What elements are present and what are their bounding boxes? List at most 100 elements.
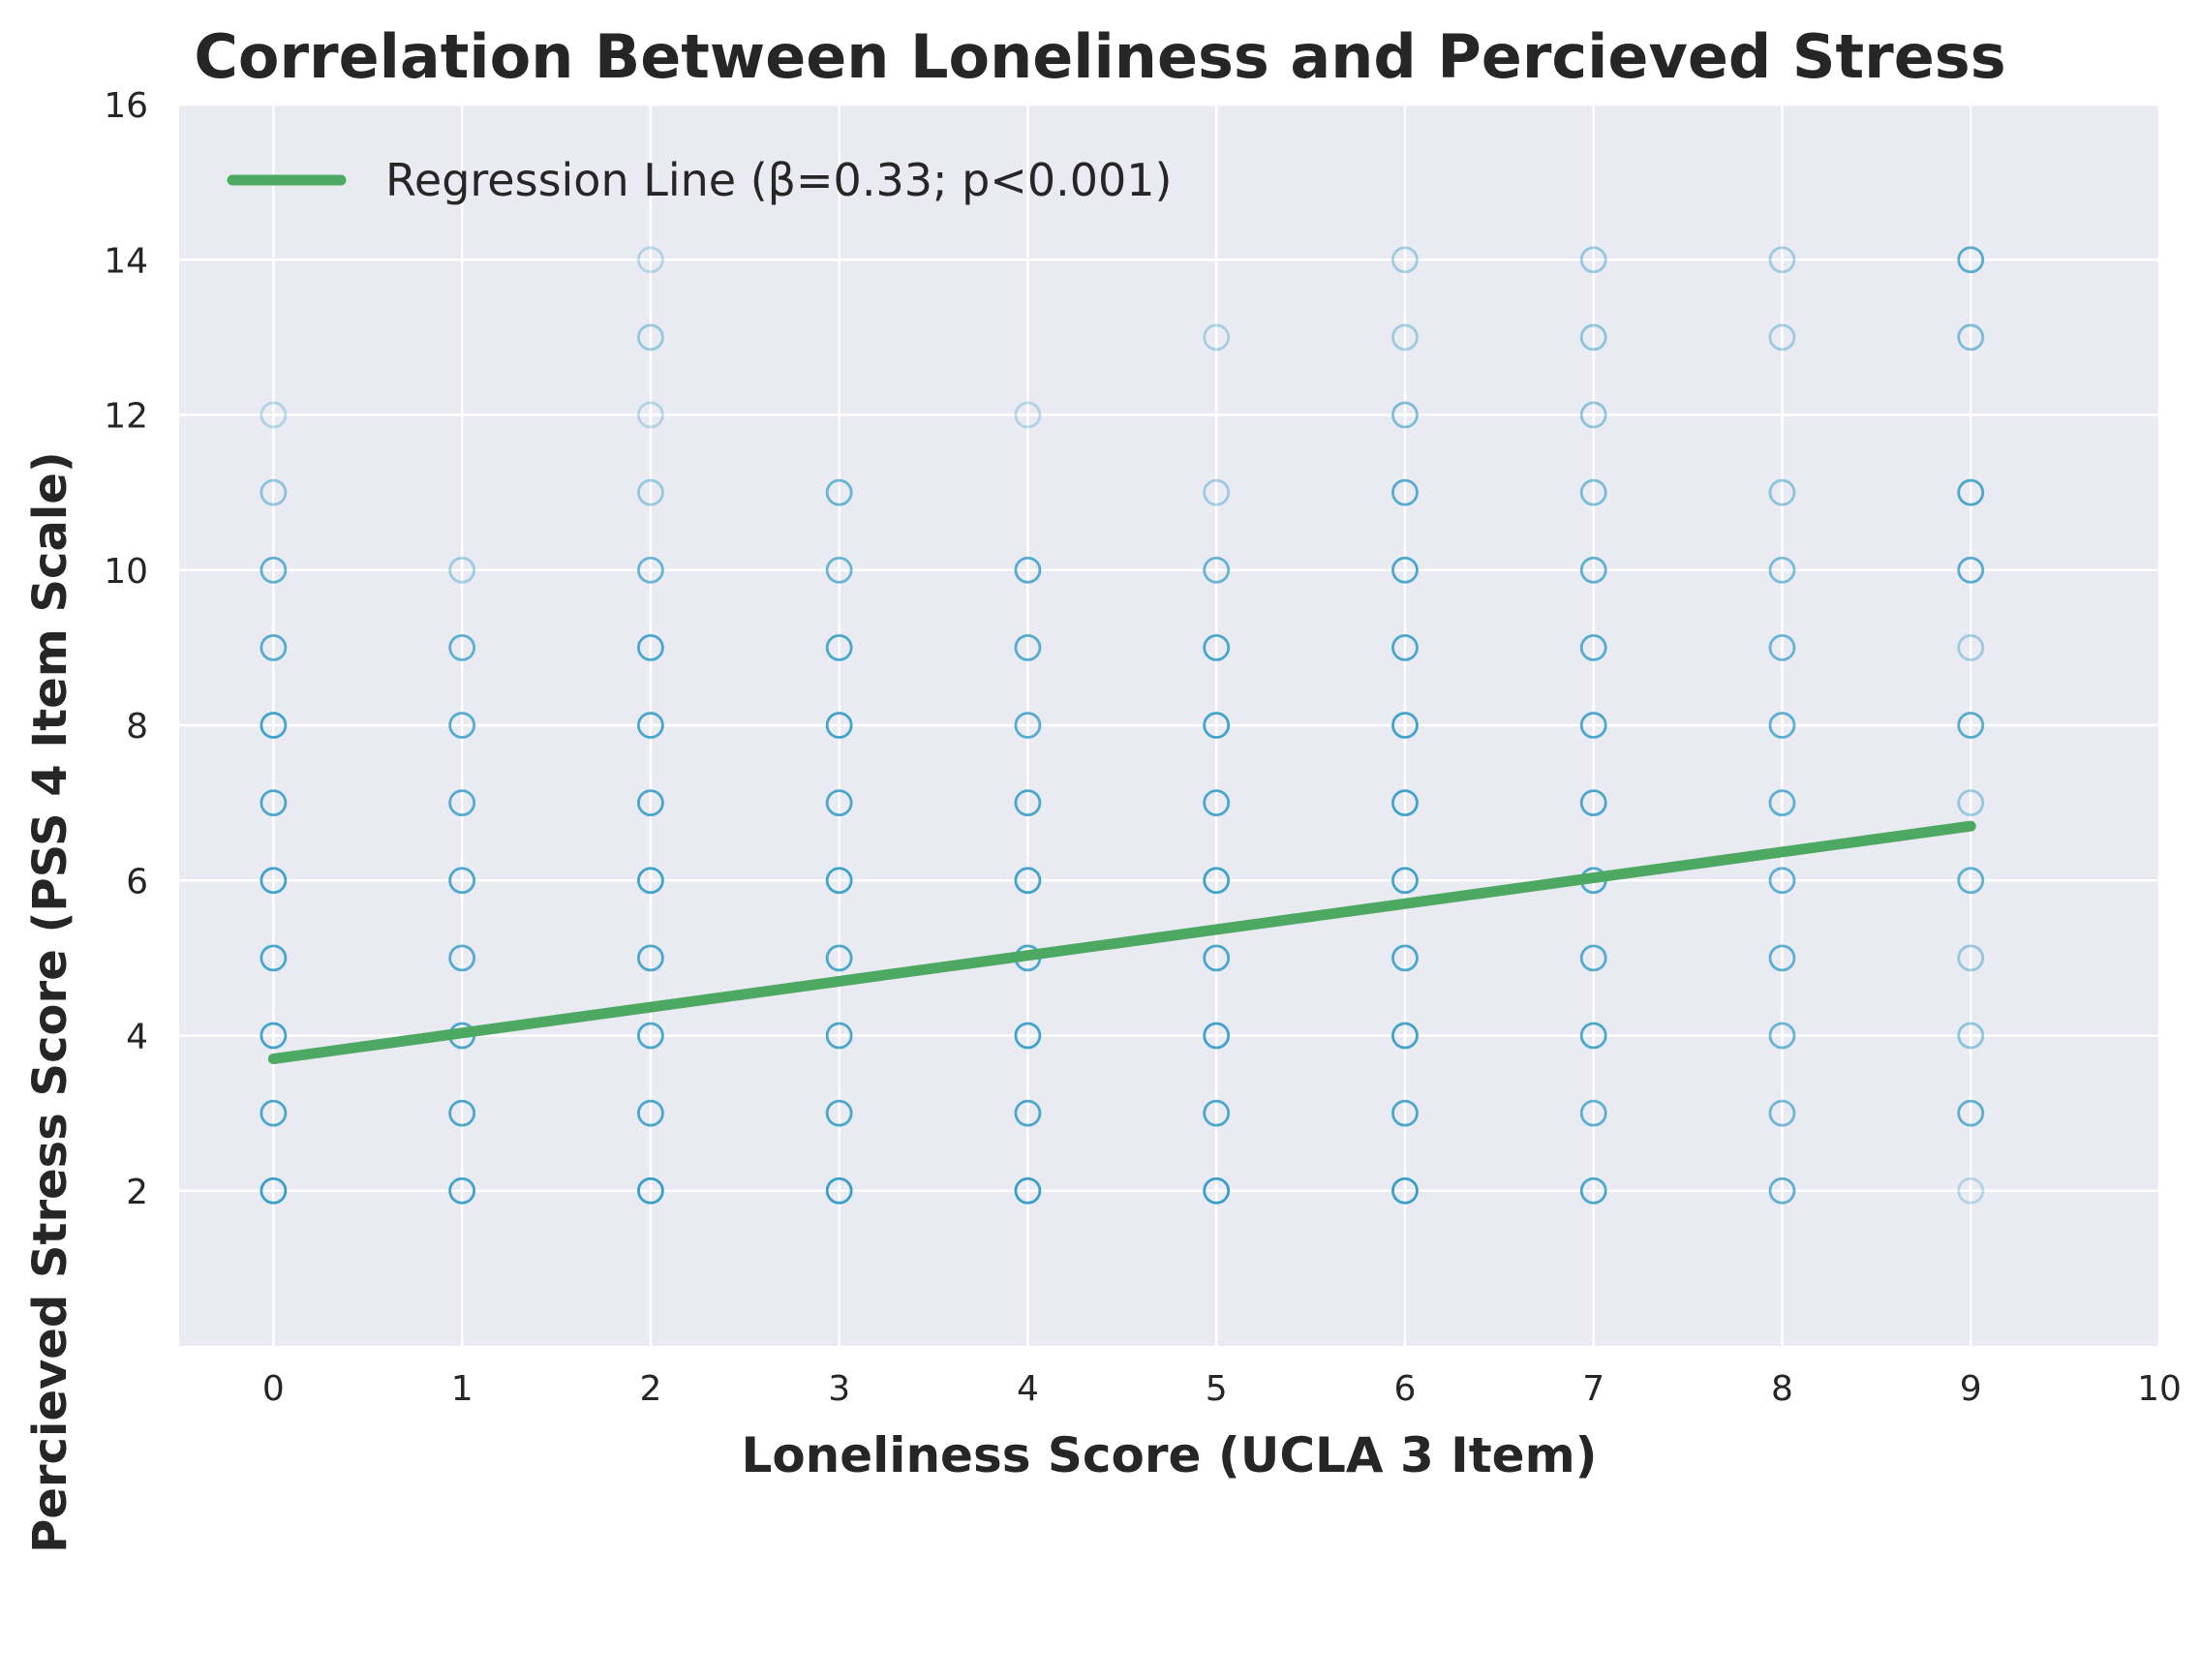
scatter-point xyxy=(637,633,664,661)
scatter-point xyxy=(1768,712,1796,739)
scatter-point xyxy=(1579,246,1607,274)
scatter-point xyxy=(1957,1022,1985,1050)
scatter-point xyxy=(260,944,288,972)
scatter-point xyxy=(448,944,476,972)
scatter-point xyxy=(1768,1022,1796,1050)
scatter-point xyxy=(1957,323,1985,351)
scatter-point xyxy=(825,712,853,739)
scatter-point xyxy=(1957,712,1985,739)
scatter-point xyxy=(260,401,288,429)
scatter-point xyxy=(1768,944,1796,972)
scatter-point xyxy=(1768,789,1796,817)
scatter-point xyxy=(1391,1022,1419,1050)
scatter-point xyxy=(1203,1099,1231,1127)
scatter-point xyxy=(1014,556,1042,584)
scatter-point xyxy=(448,1176,476,1205)
scatter-point xyxy=(1203,633,1231,661)
scatter-point xyxy=(1014,1099,1042,1127)
regression-layer xyxy=(267,820,1976,1065)
scatter-point xyxy=(1014,867,1042,895)
scatter-point xyxy=(825,633,853,661)
x-tick-label: 9 xyxy=(1960,1369,1982,1409)
chart-title: Correlation Between Loneliness and Perci… xyxy=(194,21,2006,92)
x-tick-label: 3 xyxy=(828,1369,850,1409)
scatter-point xyxy=(1203,867,1231,895)
scatter-point xyxy=(260,1022,288,1050)
scatter-point xyxy=(1014,401,1042,429)
scatter-point xyxy=(1579,478,1607,506)
scatter-point xyxy=(637,867,664,895)
x-tick-label: 5 xyxy=(1206,1369,1228,1409)
scatter-point xyxy=(1957,944,1985,972)
scatter-point xyxy=(1768,867,1796,895)
chart-root: Correlation Between Loneliness and Perci… xyxy=(23,21,2182,1553)
scatter-point xyxy=(1014,712,1042,739)
x-tick-label: 8 xyxy=(1771,1369,1793,1409)
scatter-point xyxy=(1391,633,1419,661)
scatter-point xyxy=(1014,1022,1042,1050)
scatter-point xyxy=(825,789,853,817)
scatter-point xyxy=(1957,867,1985,895)
scatter-point xyxy=(1014,1176,1042,1205)
scatter-point xyxy=(1957,1176,1985,1205)
scatter-point xyxy=(448,712,476,739)
scatter-point xyxy=(448,633,476,661)
scatter-point xyxy=(1768,323,1796,351)
scatter-point xyxy=(637,712,664,739)
scatter-point xyxy=(1579,1176,1607,1205)
scatter-point xyxy=(1579,1099,1607,1127)
scatter-point xyxy=(1391,712,1419,739)
scatter-point xyxy=(1768,246,1796,274)
scatter-point xyxy=(637,789,664,817)
scatter-point xyxy=(1957,789,1985,817)
scatter-point xyxy=(825,1176,853,1205)
y-tick-label: 8 xyxy=(126,707,148,747)
scatter-point xyxy=(1957,246,1985,274)
scatter-point xyxy=(1579,1022,1607,1050)
scatter-point xyxy=(825,556,853,584)
scatter-point xyxy=(1203,1022,1231,1050)
scatter-point xyxy=(637,323,664,351)
scatter-point xyxy=(825,478,853,506)
scatter-point xyxy=(1391,246,1419,274)
x-tick-label: 1 xyxy=(451,1369,474,1409)
scatter-point xyxy=(637,556,664,584)
scatter-point xyxy=(260,1099,288,1127)
scatter-point xyxy=(1768,556,1796,584)
x-tick-label: 6 xyxy=(1393,1369,1416,1409)
y-tick-label: 16 xyxy=(104,86,148,126)
legend-label: Regression Line (β=0.33; p<0.001) xyxy=(385,154,1172,206)
x-tick-label: 4 xyxy=(1017,1369,1039,1409)
scatter-point xyxy=(1957,478,1985,506)
scatter-point xyxy=(260,556,288,584)
scatter-point xyxy=(1957,556,1985,584)
scatter-point xyxy=(1391,789,1419,817)
scatter-point xyxy=(448,789,476,817)
scatter-point xyxy=(1391,556,1419,584)
x-tick-label: 7 xyxy=(1582,1369,1604,1409)
scatter-point xyxy=(637,944,664,972)
scatter-point xyxy=(260,1176,288,1205)
scatter-point xyxy=(1391,323,1419,351)
scatter-point xyxy=(825,944,853,972)
scatter-point xyxy=(1957,633,1985,661)
scatter-point xyxy=(260,712,288,739)
scatter-point xyxy=(637,246,664,274)
scatter-point xyxy=(1203,323,1231,351)
scatter-point xyxy=(1768,1176,1796,1205)
scatter-point xyxy=(825,1099,853,1127)
scatter-point xyxy=(1579,633,1607,661)
scatter-point xyxy=(1203,712,1231,739)
scatter-point xyxy=(1014,633,1042,661)
scatter-point xyxy=(1579,944,1607,972)
scatter-point xyxy=(1768,478,1796,506)
data-points xyxy=(260,246,1985,1205)
legend: Regression Line (β=0.33; p<0.001) xyxy=(227,154,1172,206)
scatter-point xyxy=(1391,1099,1419,1127)
regression-line xyxy=(267,820,1976,1065)
scatter-point xyxy=(825,1022,853,1050)
y-axis-label: Percieved Stress Score (PSS 4 Item Scale… xyxy=(23,451,77,1553)
scatter-point xyxy=(1768,1099,1796,1127)
